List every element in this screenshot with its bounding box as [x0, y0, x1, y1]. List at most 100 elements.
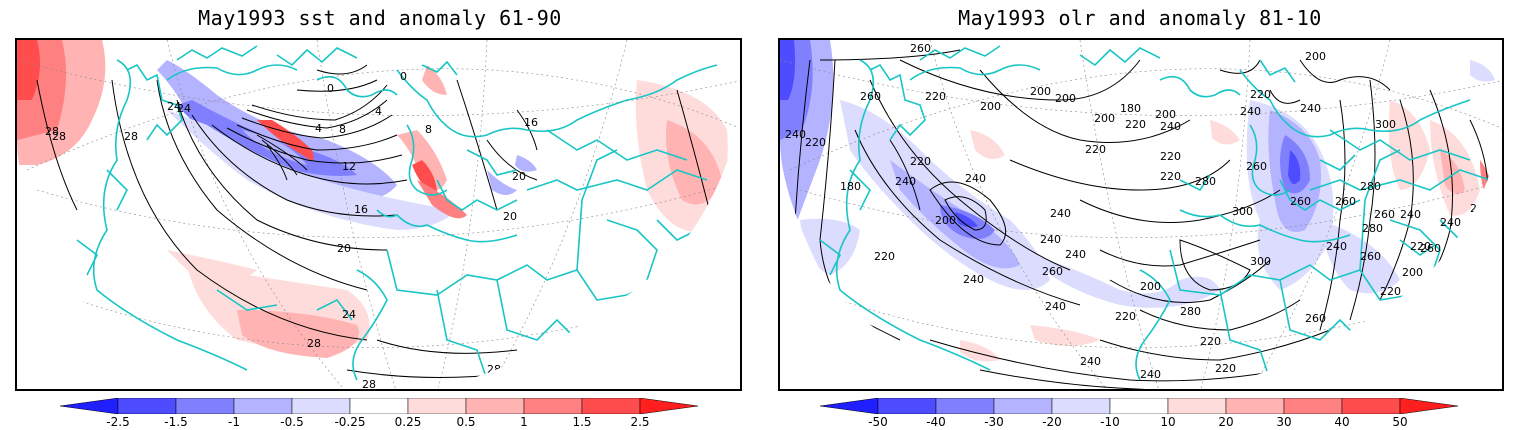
olr-contour-label: 200 — [1402, 266, 1423, 279]
olr-contour-label: 240 — [1440, 216, 1461, 229]
olr-contour-label: 240 — [1300, 102, 1321, 115]
olr-contour-label: 280 — [1362, 222, 1383, 235]
olr-colorbar-segment — [1051, 397, 1111, 415]
olr-colorbar-tick: 20 — [1218, 415, 1234, 429]
sst-contour-label: 28 — [52, 130, 66, 143]
olr-colorbar-segment — [935, 397, 995, 415]
olr-contour-label: 260 — [1246, 160, 1267, 173]
olr-contour-label: 260 — [1290, 195, 1311, 208]
olr-contour-label: 240 — [1326, 240, 1347, 253]
olr-contour-label: 240 — [1140, 368, 1161, 381]
olr-colorbar-tick: 10 — [1160, 415, 1176, 429]
olr-colorbar-segment — [877, 397, 937, 415]
sst-colorbar-segment — [291, 397, 351, 415]
sst-colorbar-segment — [349, 397, 409, 415]
olr-contour-label: 200 — [1030, 85, 1051, 98]
olr-contour-label: 240 — [785, 128, 806, 141]
sst-colorbar-segment — [639, 397, 699, 415]
olr-contour-label: 220 — [1250, 88, 1271, 101]
olr-contour-label: 260 — [1305, 312, 1326, 325]
sst-colorbar-segment — [175, 397, 235, 415]
olr-contour-label: 260 — [1042, 265, 1063, 278]
olr-contour-label: 220 — [1380, 285, 1401, 298]
olr-contour-label: 240 — [1400, 208, 1421, 221]
sst-contour-label: 4 — [375, 105, 382, 118]
olr-contour-label: 240 — [1080, 355, 1101, 368]
olr-contour-label: 200 — [1055, 92, 1076, 105]
olr-colorbar-segment — [1283, 397, 1343, 415]
olr-colorbar-tick: -10 — [1100, 415, 1120, 429]
sst-colorbar-tick: 1.5 — [572, 415, 592, 429]
olr-colorbar-bar — [819, 397, 1459, 415]
sst-contour-label: 8 — [425, 123, 432, 136]
olr-colorbar-tick: -50 — [868, 415, 888, 429]
olr-contour-label: 200 — [980, 100, 1001, 113]
olr-contour-label: 240 — [1045, 300, 1066, 313]
olr-map: 260 220 200 180 200 220 200 300 260 240 … — [778, 38, 1504, 391]
sst-colorbar-tick: 0.5 — [456, 415, 476, 429]
olr-colorbar-segment — [993, 397, 1053, 415]
sst-colorbar-tick: -2.5 — [106, 415, 130, 429]
olr-colorbar-tick: -40 — [926, 415, 946, 429]
sst-panel: May1993 sst and anomaly 61-90 — [15, 6, 742, 429]
olr-contour-label: 200 — [1305, 50, 1326, 63]
olr-contour-label: 240 — [965, 172, 986, 185]
sst-contour-label: 20 — [503, 210, 517, 223]
olr-contour-label: 240 — [1065, 248, 1086, 261]
olr-contour-label: 220 — [1215, 362, 1236, 375]
olr-contour-label: 180 — [1120, 102, 1141, 115]
sst-colorbar-tick: -1 — [228, 415, 240, 429]
sst-colorbar — [59, 397, 702, 418]
sst-colorbar-tick: 0.25 — [394, 415, 422, 429]
olr-contour-label: 240 — [1160, 120, 1181, 133]
sst-colorbar-segment — [465, 397, 525, 415]
sst-map: 28 28 24 24 20 20 16 16 12 8 8 4 4 0 0 2… — [15, 38, 742, 391]
olr-contour-label: 260 — [1374, 208, 1395, 221]
olr-colorbar — [819, 397, 1462, 418]
olr-map-title: May1993 olr and anomaly 81-10 — [958, 6, 1322, 30]
olr-contour-label: 220 — [1410, 240, 1431, 253]
olr-colorbar-segment — [1225, 397, 1285, 415]
olr-contour-label: 240 — [895, 175, 916, 188]
olr-contour-label: 260 — [910, 42, 931, 55]
sst-colorbar-segment — [523, 397, 583, 415]
olr-contour-label: 220 — [910, 155, 931, 168]
olr-contour-label: 220 — [805, 136, 826, 149]
olr-contour-label: 220 — [1115, 310, 1136, 323]
olr-contour-label: 220 — [1160, 150, 1181, 163]
olr-colorbar-segment — [1167, 397, 1227, 415]
olr-contour-label: 260 — [1360, 250, 1381, 263]
olr-contour-label: 240 — [963, 273, 984, 286]
sst-contour-label: 16 — [524, 116, 538, 129]
olr-colorbar-segment — [819, 397, 879, 415]
olr-contour-label: 240 — [1240, 105, 1261, 118]
olr-contour-label: 220 — [925, 90, 946, 103]
olr-contour-label: 300 — [1232, 205, 1253, 218]
sst-contour-label: 28 — [45, 125, 59, 138]
sst-colorbar-segment — [407, 397, 467, 415]
olr-contour-label: 200 — [935, 214, 956, 227]
sst-contour-label: 0 — [327, 82, 334, 95]
sst-contour-label: 0 — [400, 70, 407, 83]
sst-colorbar-segment — [233, 397, 293, 415]
sst-contour-label: 20 — [512, 170, 526, 183]
olr-colorbar-tick: 40 — [1334, 415, 1350, 429]
sst-contour-label: 28 — [307, 337, 321, 350]
olr-colorbar-tick: 50 — [1392, 415, 1408, 429]
olr-contour-label: 220 — [1470, 202, 1491, 215]
olr-contour-label: 280 — [1360, 180, 1381, 193]
sst-colorbar-segment — [117, 397, 177, 415]
olr-panel: May1993 olr and anomaly 81-10 — [760, 0, 1520, 430]
sst-contour-label: 24 — [177, 102, 191, 115]
sst-contour-label: 24 — [342, 308, 356, 321]
sst-contour-label: 28 — [124, 130, 138, 143]
olr-contour-label: 180 — [840, 180, 861, 193]
olr-contour-label: 280 — [1180, 305, 1201, 318]
sst-contour-label: 28 — [487, 363, 501, 376]
sst-colorbar-tick: 2.5 — [630, 415, 650, 429]
olr-contour-label: 300 — [1375, 118, 1396, 131]
olr-colorbar-tick: -30 — [984, 415, 1004, 429]
olr-contour-label: 260 — [1420, 242, 1441, 255]
sst-colorbar-segment — [581, 397, 641, 415]
olr-contour-label: 260 — [1335, 195, 1356, 208]
